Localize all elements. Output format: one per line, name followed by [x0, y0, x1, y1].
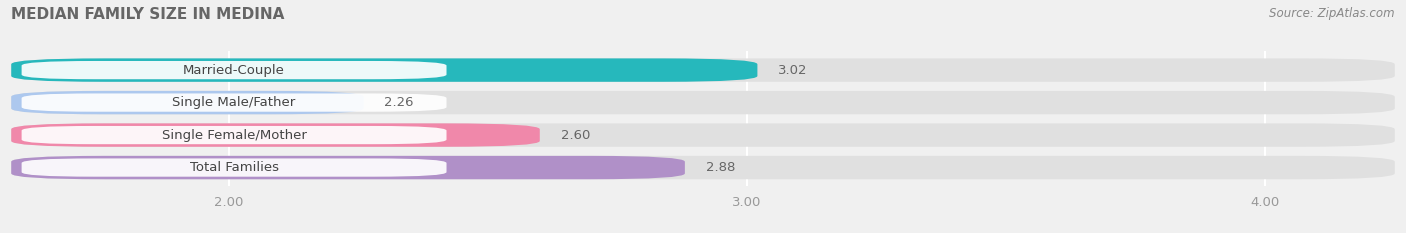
- FancyBboxPatch shape: [21, 158, 447, 177]
- FancyBboxPatch shape: [11, 58, 758, 82]
- Text: Total Families: Total Families: [190, 161, 278, 174]
- Text: Source: ZipAtlas.com: Source: ZipAtlas.com: [1270, 7, 1395, 20]
- Text: 2.26: 2.26: [384, 96, 413, 109]
- FancyBboxPatch shape: [11, 123, 1395, 147]
- FancyBboxPatch shape: [11, 156, 685, 179]
- FancyBboxPatch shape: [21, 126, 447, 144]
- Text: Single Female/Mother: Single Female/Mother: [162, 129, 307, 142]
- Text: 3.02: 3.02: [778, 64, 807, 77]
- FancyBboxPatch shape: [21, 61, 447, 79]
- Text: Single Male/Father: Single Male/Father: [173, 96, 295, 109]
- Text: Married-Couple: Married-Couple: [183, 64, 285, 77]
- FancyBboxPatch shape: [11, 91, 364, 114]
- FancyBboxPatch shape: [11, 58, 1395, 82]
- FancyBboxPatch shape: [21, 93, 447, 112]
- FancyBboxPatch shape: [11, 156, 1395, 179]
- FancyBboxPatch shape: [11, 123, 540, 147]
- Text: 2.60: 2.60: [561, 129, 591, 142]
- Text: 2.88: 2.88: [706, 161, 735, 174]
- FancyBboxPatch shape: [11, 91, 1395, 114]
- Text: MEDIAN FAMILY SIZE IN MEDINA: MEDIAN FAMILY SIZE IN MEDINA: [11, 7, 284, 22]
